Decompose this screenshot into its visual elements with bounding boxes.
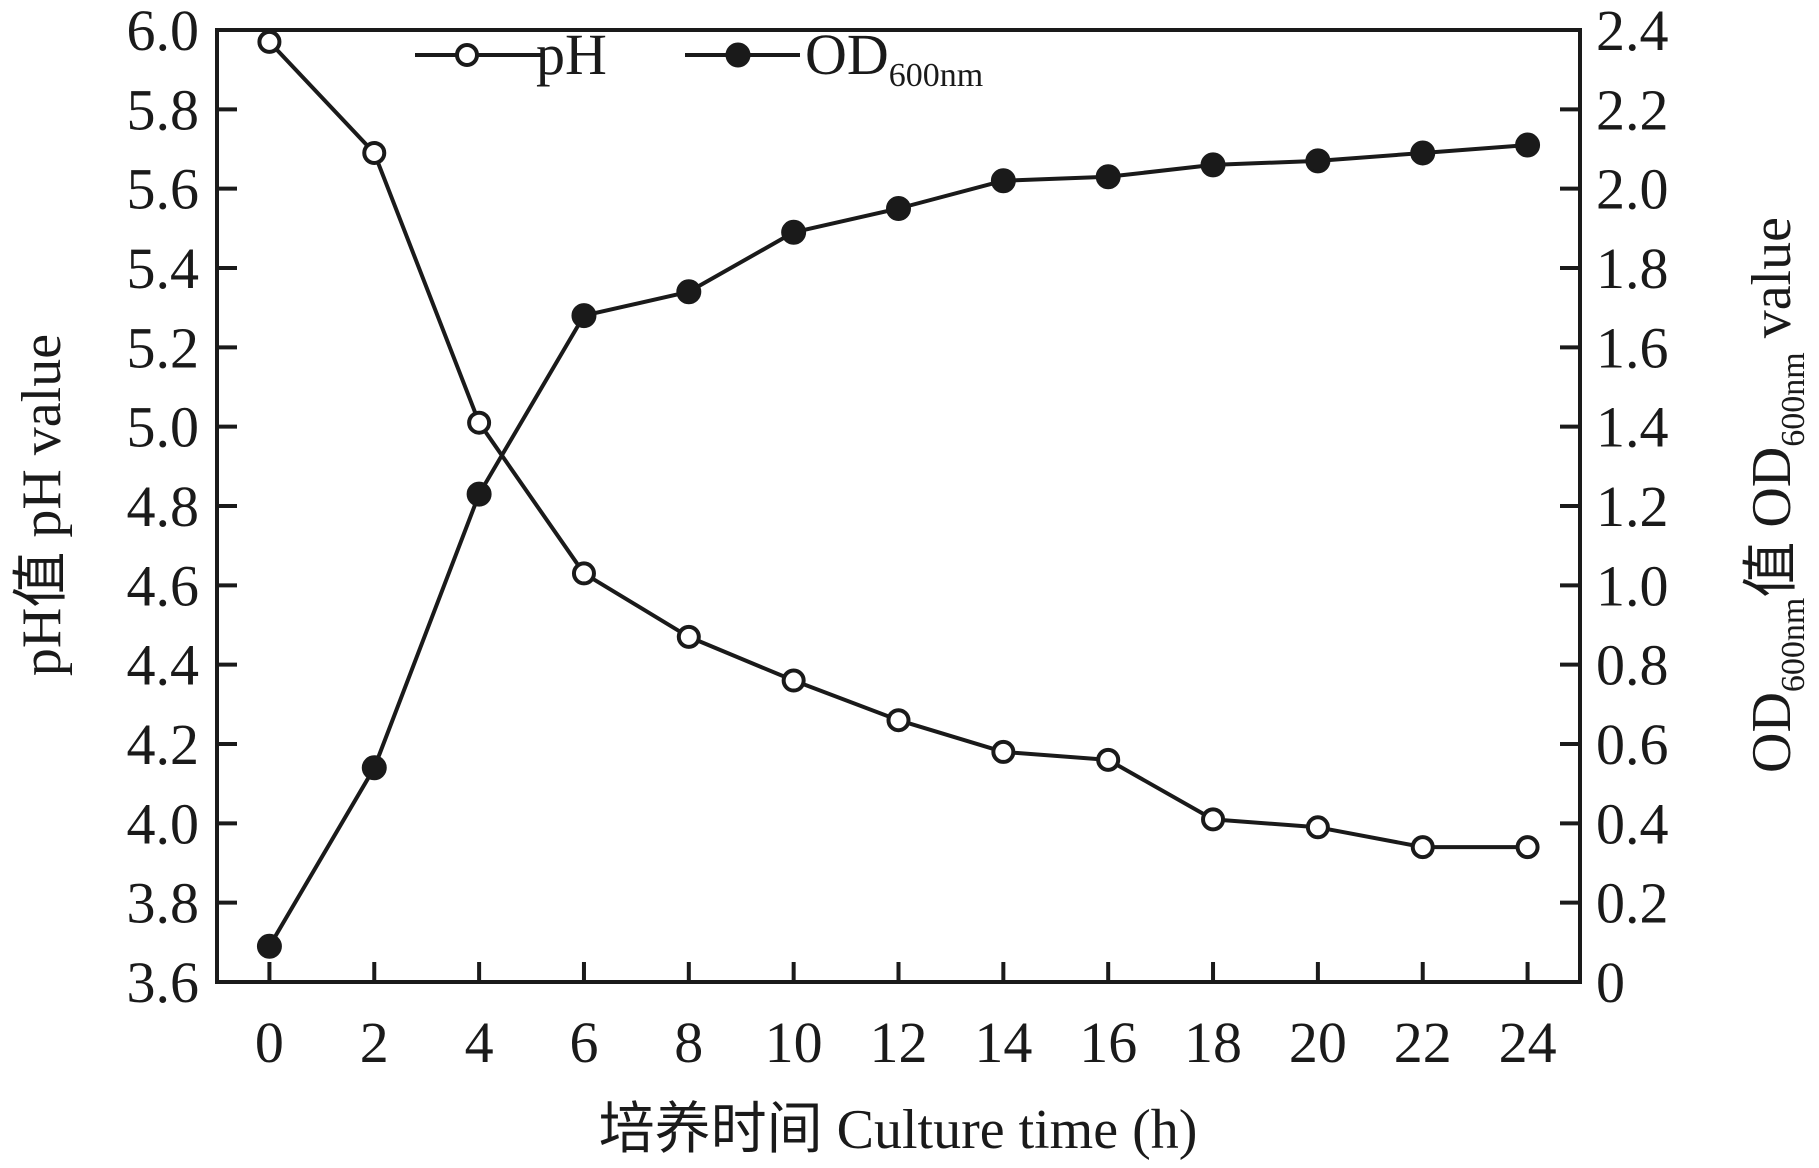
data-point-ph (362, 140, 387, 165)
x-tick-label: 0 (255, 1010, 284, 1075)
y-right-title-suffix: value (1741, 217, 1803, 352)
y-left-tick-label: 3.6 (127, 950, 200, 1015)
data-point-ph (257, 29, 282, 54)
x-tick-label: 4 (465, 1010, 494, 1075)
data-point-ph (676, 624, 701, 649)
y-right-tick-label: 0.8 (1596, 633, 1669, 698)
y-right-tick-label: 1.0 (1596, 553, 1669, 618)
data-point-od (676, 279, 702, 305)
data-point-od (256, 933, 282, 959)
data-point-ph (1305, 815, 1330, 840)
data-point-ph (781, 668, 806, 693)
y-left-tick-label: 3.8 (127, 871, 200, 936)
series-layer (256, 29, 1541, 959)
x-tick-label: 24 (1499, 1010, 1557, 1075)
y-right-tick-label: 1.4 (1596, 395, 1669, 460)
y-left-tick-label: 5.0 (127, 395, 200, 460)
data-point-od (1200, 152, 1226, 178)
y-left-tick-label: 6.0 (127, 0, 200, 63)
data-point-ph (571, 561, 596, 586)
data-point-od (1515, 132, 1541, 158)
legend-label-ph: pH (536, 22, 607, 87)
legend-label-od-main: OD (805, 22, 889, 87)
data-point-od (781, 219, 807, 245)
y-left-tick-label: 5.6 (127, 157, 200, 222)
x-axis-title: 培养时间 Culture time (h) (599, 1099, 1198, 1161)
x-tick-label: 6 (569, 1010, 598, 1075)
data-point-od (466, 481, 492, 507)
x-tick-label: 20 (1289, 1010, 1347, 1075)
y-right-title-prefix: OD (1741, 692, 1803, 773)
data-point-od (361, 755, 387, 781)
data-point-od (1095, 164, 1121, 190)
data-point-od (571, 303, 597, 329)
series-line-od (267, 143, 1528, 948)
legend: pH OD600nm (415, 22, 983, 94)
y-right-tick-label: 0.4 (1596, 791, 1669, 856)
x-tick-label: 22 (1394, 1010, 1452, 1075)
data-point-od (1410, 140, 1436, 166)
y-left-tick-label: 4.2 (127, 712, 200, 777)
y-right-tick-label: 2.4 (1596, 0, 1669, 63)
data-point-ph (1201, 807, 1226, 832)
x-tick-label: 8 (674, 1010, 703, 1075)
x-tick-label: 18 (1184, 1010, 1242, 1075)
y-left-tick-label: 4.8 (127, 474, 200, 539)
data-point-ph (467, 410, 492, 435)
ticks-layer: 0 2 4 6 8 10 12 14 16 18 20 22 243.63.84.04.24.44.64… (127, 0, 1669, 1075)
y-right-tick-label: 0.6 (1596, 712, 1669, 777)
x-tick-label: 16 (1079, 1010, 1137, 1075)
y-axis-title-left: pH值 pH value (11, 334, 73, 676)
data-point-ph (1410, 835, 1435, 860)
y-left-tick-label: 5.8 (127, 77, 200, 142)
y-right-tick-label: 1.8 (1596, 236, 1669, 301)
data-point-od (990, 168, 1016, 194)
y-right-tick-label: 2.2 (1596, 77, 1669, 142)
y-right-tick-label: 0 (1596, 950, 1625, 1015)
y-left-tick-label: 5.4 (127, 236, 200, 301)
data-point-od (1305, 148, 1331, 174)
legend-label-od: OD600nm (805, 22, 983, 94)
y-right-title-sub1: 600nm (1775, 598, 1812, 692)
legend-label-od-sub: 600nm (889, 57, 983, 94)
legend-marker-od (725, 42, 751, 68)
data-point-ph (991, 739, 1016, 764)
data-point-ph (1515, 835, 1540, 860)
x-tick-label: 10 (765, 1010, 823, 1075)
y-left-tick-label: 4.4 (127, 633, 200, 698)
y-right-title-middle: 值 OD (1741, 447, 1803, 598)
y-axis-title-right: OD600nm值 OD600nm value (1741, 217, 1812, 773)
x-tick-label: 14 (974, 1010, 1032, 1075)
y-left-tick-label: 4.0 (127, 791, 200, 856)
y-right-tick-label: 0.2 (1596, 871, 1669, 936)
data-point-ph (1096, 747, 1121, 772)
data-point-od (886, 196, 911, 221)
x-tick-label: 2 (360, 1010, 389, 1075)
y-left-tick-label: 4.6 (127, 553, 200, 618)
data-point-ph (886, 708, 911, 733)
y-left-tick-label: 5.2 (127, 315, 200, 380)
y-right-tick-label: 1.2 (1596, 474, 1669, 539)
y-right-tick-label: 1.6 (1596, 315, 1669, 380)
legend-marker-ph (455, 43, 479, 67)
y-right-tick-label: 2.0 (1596, 157, 1669, 222)
x-tick-label: 12 (870, 1010, 928, 1075)
y-right-title-sub2: 600nm (1775, 352, 1812, 446)
